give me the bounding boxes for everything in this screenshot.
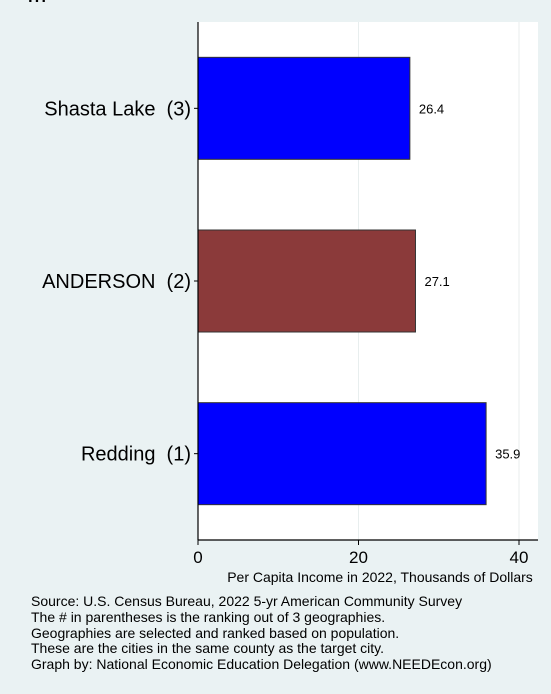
- x-tick-label: 0: [193, 548, 202, 567]
- bars: 26.4 Shasta Lake (3) 27.1 ANDERSON (2) 35.9 R…: [42, 56, 520, 506]
- source-notes: Source: U.S. Census Bureau, 2022 5-yr Am…: [31, 593, 546, 673]
- selection-note: Geographies are selected and ranked base…: [31, 624, 400, 641]
- bar-value-label: 26.4: [419, 101, 444, 116]
- x-axis-label: Per Capita Income in 2022, Thousands of …: [227, 569, 533, 585]
- category-label: Redding (1): [81, 444, 191, 466]
- category-label: ANDERSON (2): [42, 271, 191, 293]
- ranking-note: The # in parentheses is the ranking out …: [31, 608, 386, 625]
- x-tick-label: 20: [349, 548, 368, 567]
- county-note: These are the cities in the same county …: [31, 640, 385, 657]
- bar: [197, 402, 487, 506]
- chart-heading: ...: [27, 0, 47, 9]
- bar: [197, 229, 416, 333]
- axes: 0 20 40: [193, 22, 538, 567]
- x-tick-label: 40: [510, 548, 529, 567]
- source-line: Source: U.S. Census Bureau, 2022 5-yr Am…: [31, 593, 463, 609]
- bar: [197, 56, 411, 160]
- category-label: Shasta Lake (3): [44, 98, 191, 120]
- bar-chart: 26.4 Shasta Lake (3) 27.1 ANDERSON (2) 35.9 R…: [42, 22, 538, 585]
- bar-value-label: 35.9: [495, 447, 520, 462]
- bar-value-label: 27.1: [424, 274, 449, 289]
- credit-line: Graph by: National Economic Education De…: [31, 656, 492, 673]
